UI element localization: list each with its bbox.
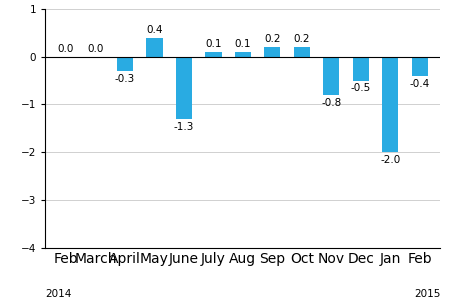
- Bar: [176, 57, 192, 119]
- Text: -0.5: -0.5: [350, 83, 371, 94]
- Bar: [412, 57, 428, 76]
- Text: 0.0: 0.0: [58, 44, 74, 54]
- Text: 0.0: 0.0: [87, 44, 104, 54]
- Bar: [323, 57, 340, 95]
- Text: 2015: 2015: [414, 289, 440, 299]
- Text: 0.1: 0.1: [205, 39, 222, 49]
- Bar: [117, 57, 133, 71]
- Bar: [353, 57, 369, 81]
- Text: -2.0: -2.0: [380, 155, 400, 165]
- Text: -0.8: -0.8: [321, 98, 341, 108]
- Text: 0.4: 0.4: [146, 25, 163, 35]
- Bar: [146, 38, 163, 57]
- Text: -1.3: -1.3: [174, 122, 194, 132]
- Text: 2014: 2014: [45, 289, 72, 299]
- Bar: [205, 52, 222, 57]
- Text: 0.2: 0.2: [264, 34, 281, 44]
- Text: -0.3: -0.3: [115, 74, 135, 84]
- Bar: [294, 47, 310, 57]
- Text: 0.1: 0.1: [235, 39, 251, 49]
- Bar: [264, 47, 281, 57]
- Text: 0.2: 0.2: [294, 34, 310, 44]
- Text: -0.4: -0.4: [410, 79, 430, 89]
- Bar: [235, 52, 251, 57]
- Bar: [382, 57, 398, 152]
